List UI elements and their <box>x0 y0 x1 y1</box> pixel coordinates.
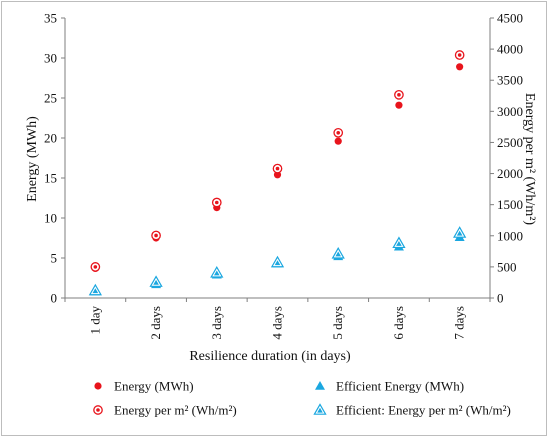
data-point <box>331 247 345 259</box>
legend-label: Energy (MWh) <box>114 379 194 394</box>
y-axis-title: Energy (MWh) <box>25 116 40 202</box>
legend-marker <box>313 403 327 415</box>
x-tick-label: 1 day <box>87 306 102 335</box>
series-3 <box>88 226 467 296</box>
y-tick-label: 30 <box>44 51 57 66</box>
y-tick-label: 15 <box>44 171 57 186</box>
chart-frame: 0 5 10 15 20 25 30 35 0 500 1000 1500 2000 2500 3000 35… <box>1 1 547 436</box>
legend-label: Efficient: Energy per m² (Wh/m²) <box>336 403 511 418</box>
legend-marker <box>93 405 103 415</box>
y2-tick-label: 1500 <box>497 197 523 212</box>
y2-tick-label: 3000 <box>497 104 523 119</box>
legend-marker <box>315 381 325 390</box>
y2-tick-label: 4000 <box>497 42 523 57</box>
data-marks <box>88 50 467 296</box>
y2-tick-label: 4500 <box>497 11 523 26</box>
data-point <box>394 89 404 100</box>
legend-label: Efficient Energy (MWh) <box>336 379 464 394</box>
data-point <box>453 226 467 238</box>
y2-tick-label: 2000 <box>497 166 523 181</box>
data-point <box>456 63 464 71</box>
x-axis-title: Resilience duration (in days) <box>189 349 351 364</box>
series-2 <box>90 50 465 272</box>
y-tick-label: 5 <box>51 251 58 266</box>
legend-label: Energy per m² (Wh/m²) <box>114 403 237 418</box>
data-point <box>333 127 344 138</box>
x-tick-label: 7 days <box>452 306 467 340</box>
data-point <box>210 265 224 278</box>
legend: Energy (MWh) Efficient Energy (MWh) Energy… <box>93 379 511 418</box>
y2-tick-label: 3500 <box>497 73 523 88</box>
data-point <box>272 163 283 174</box>
data-point <box>270 255 285 268</box>
legend-item: Efficient Energy (MWh) <box>315 379 464 394</box>
y2-tick-label: 500 <box>497 259 517 274</box>
y2-tick-label: 2500 <box>497 135 523 150</box>
legend-marker <box>94 382 102 390</box>
data-point <box>395 101 403 109</box>
data-point <box>151 230 161 241</box>
y2-tick-label: 1000 <box>497 228 523 243</box>
data-point <box>149 275 163 287</box>
legend-item: Energy (MWh) <box>94 379 194 394</box>
data-point <box>88 283 102 296</box>
axes <box>61 17 494 302</box>
data-point <box>90 262 101 272</box>
y-tick-label: 0 <box>51 291 58 306</box>
data-point <box>211 197 222 208</box>
x-tick-label: 3 days <box>209 306 224 340</box>
x-tick-label: 6 days <box>391 306 406 340</box>
data-point <box>334 137 342 145</box>
y2-tick-label: 0 <box>497 291 504 306</box>
x-tick-label: 5 days <box>330 306 345 340</box>
scatter-chart: 0 5 10 15 20 25 30 35 0 500 1000 1500 2000 2500 3000 35… <box>25 11 537 418</box>
x-tick-label: 2 days <box>148 306 163 340</box>
data-point <box>454 50 465 60</box>
legend-item: Efficient: Energy per m² (Wh/m²) <box>313 403 511 418</box>
legend-item: Energy per m² (Wh/m²) <box>93 403 237 418</box>
y-tick-label: 25 <box>44 91 57 106</box>
y2-axis-title: Energy per m² (Wh/m²) <box>522 93 537 225</box>
y-tick-label: 20 <box>44 131 57 146</box>
tick-labels: 0 5 10 15 20 25 30 35 0 500 1000 1500 2000 2500 3000 35… <box>44 11 523 340</box>
x-tick-label: 4 days <box>270 306 285 340</box>
data-point <box>392 236 406 249</box>
y-tick-label: 10 <box>44 211 57 226</box>
y-tick-label: 35 <box>44 11 57 26</box>
